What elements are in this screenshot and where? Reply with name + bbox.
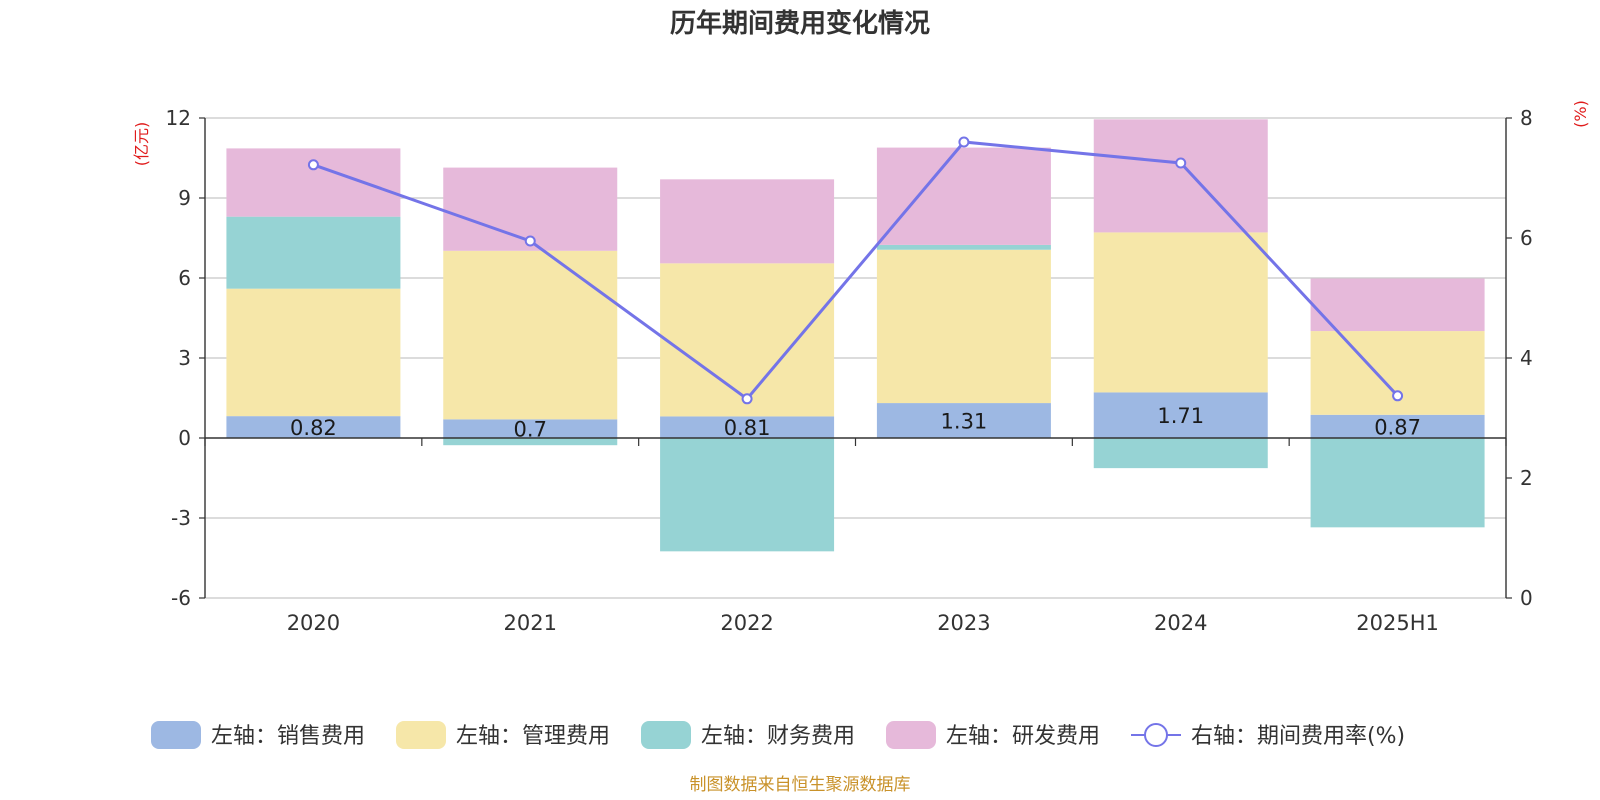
data-label-sales: 1.71 xyxy=(1157,404,1204,428)
bar-series xyxy=(226,119,1485,552)
bar-finance xyxy=(443,438,618,446)
rate-point xyxy=(958,136,970,148)
data-labels: 0.82 0.7 0.81 1.31 1.71 0.87 xyxy=(290,404,1421,441)
bar-finance xyxy=(1093,438,1268,469)
left-tick-label: 3 xyxy=(178,346,191,370)
bar-admin xyxy=(1310,331,1485,415)
x-tick-label: 2025H1 xyxy=(1356,611,1439,635)
legend-label-rd: 左轴：研发费用 xyxy=(946,724,1100,749)
right-axis-unit: (%) xyxy=(1571,100,1590,128)
right-tick-label: 2 xyxy=(1520,466,1533,490)
x-tick-label: 2023 xyxy=(937,611,990,635)
x-tick-label: 2021 xyxy=(504,611,557,635)
left-tick-label: 0 xyxy=(178,426,191,450)
data-label-sales: 0.82 xyxy=(290,416,337,440)
bar-sales xyxy=(660,416,835,438)
legend: 左轴：销售费用 左轴：管理费用 左轴：财务费用 左轴：研发费用 右轴：期间费用率(%) xyxy=(151,721,1405,749)
bar-admin xyxy=(443,250,618,420)
bar-admin xyxy=(876,249,1051,404)
legend-label-finance: 左轴：财务费用 xyxy=(701,724,855,749)
bar-sales xyxy=(876,403,1051,438)
legend-label-admin: 左轴：管理费用 xyxy=(456,724,610,749)
grid-lines xyxy=(205,117,1506,599)
legend-swatch-admin xyxy=(396,721,446,749)
bar-sales xyxy=(226,416,401,438)
rate-point xyxy=(741,393,753,405)
bar-sales xyxy=(1093,392,1268,438)
x-tick-label: 2020 xyxy=(287,611,340,635)
legend-swatch-sales xyxy=(151,721,201,749)
bar-finance xyxy=(660,438,835,552)
bar-finance xyxy=(226,216,401,289)
left-axis-unit: (亿元) xyxy=(132,122,151,167)
left-tick-label: 6 xyxy=(178,266,191,290)
bar-rd xyxy=(876,147,1051,245)
data-label-sales: 1.31 xyxy=(941,410,988,434)
data-label-sales: 0.87 xyxy=(1374,415,1421,439)
legend-label-sales: 左轴：销售费用 xyxy=(211,724,365,749)
legend-circle-icon xyxy=(1144,723,1168,747)
left-tick-label: 9 xyxy=(178,186,191,210)
data-label-sales: 0.7 xyxy=(514,418,547,442)
bar-rd xyxy=(660,179,835,264)
source-note: 制图数据来自恒生聚源数据库 xyxy=(690,775,911,795)
bar-finance xyxy=(1310,438,1485,528)
legend-swatch-finance xyxy=(641,721,691,749)
x-tick-label: 2024 xyxy=(1154,611,1207,635)
left-tick-label: -3 xyxy=(171,506,191,530)
bar-rd xyxy=(1093,119,1268,233)
bar-rd xyxy=(1310,278,1485,332)
bar-sales xyxy=(443,419,618,438)
bar-finance xyxy=(876,244,1051,250)
bar-rd xyxy=(226,148,401,217)
bar-admin xyxy=(226,288,401,417)
rate-point xyxy=(1175,157,1187,169)
legend-label-rate: 右轴：期间费用率(%) xyxy=(1191,724,1405,749)
data-label-sales: 0.81 xyxy=(724,416,771,440)
left-tick-label: -6 xyxy=(171,586,191,610)
bar-admin xyxy=(1093,232,1268,393)
rate-point xyxy=(307,159,319,171)
chart-title: 历年期间费用变化情况 xyxy=(670,8,930,39)
right-tick-label: 0 xyxy=(1520,586,1533,610)
right-tick-label: 8 xyxy=(1520,106,1533,130)
bar-sales xyxy=(1310,414,1485,438)
axes: -6 -3 0 3 6 9 12 0 2 4 6 8 2020 2021 2022 2023 2024 2025H… xyxy=(166,106,1533,635)
rate-point xyxy=(524,235,536,247)
right-tick-label: 6 xyxy=(1520,226,1533,250)
left-tick-label: 12 xyxy=(166,106,191,130)
rate-line xyxy=(312,140,1399,401)
bar-admin xyxy=(660,263,835,417)
legend-swatch-rd xyxy=(886,721,936,749)
rate-line-series xyxy=(307,136,1404,405)
x-tick-label: 2022 xyxy=(720,611,773,635)
rate-point xyxy=(1392,390,1404,402)
right-tick-label: 4 xyxy=(1520,346,1533,370)
